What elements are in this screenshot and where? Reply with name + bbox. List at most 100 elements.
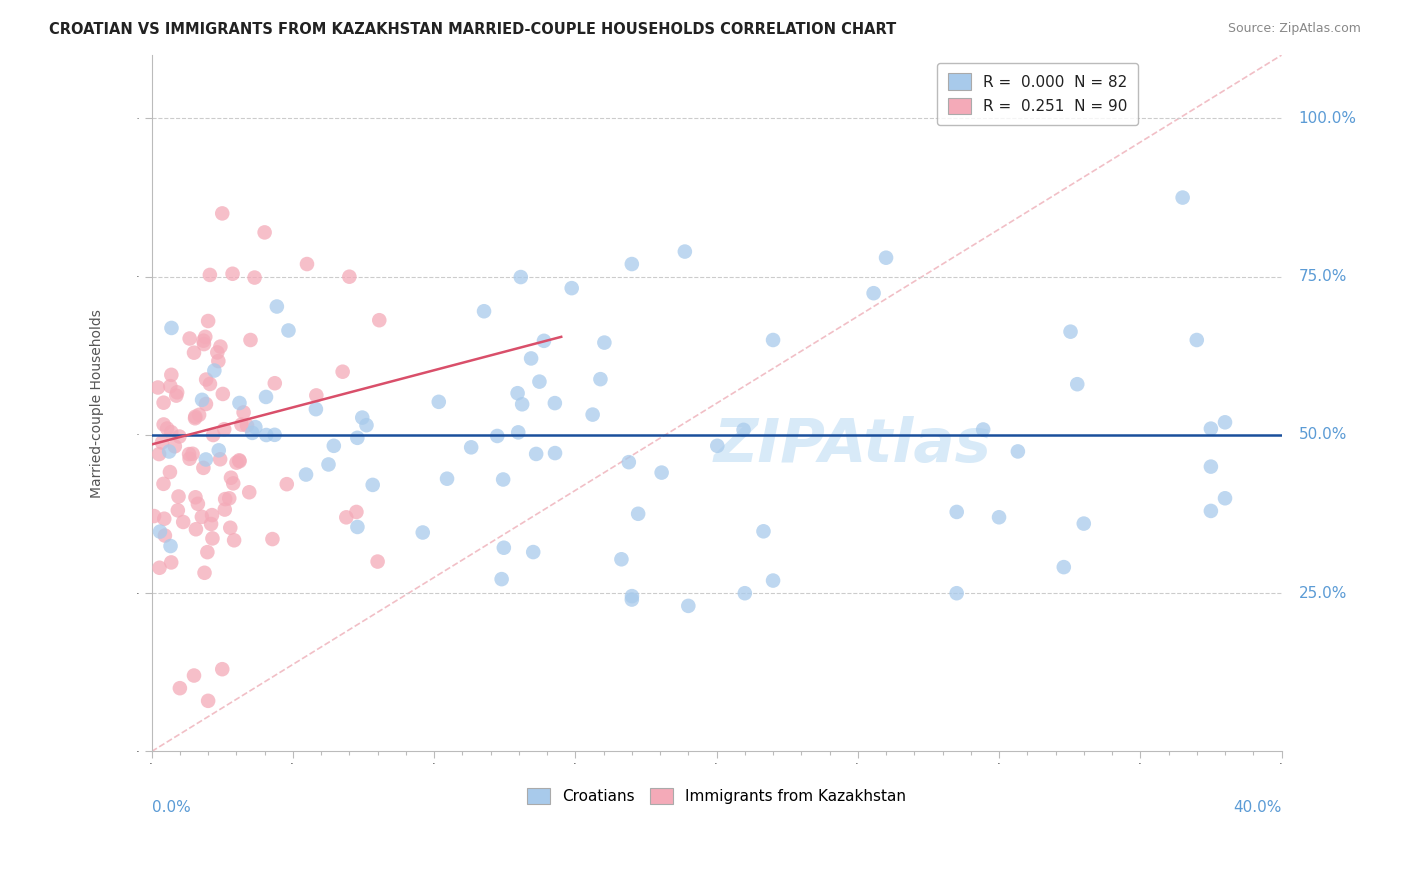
Point — [295, 257, 318, 271]
Point — [143, 509, 166, 524]
Point — [276, 477, 298, 491]
Point — [266, 300, 288, 314]
Point — [1007, 444, 1029, 458]
Point — [509, 270, 531, 285]
Point — [945, 586, 967, 600]
Point — [733, 423, 755, 437]
Point — [337, 269, 360, 284]
Point — [209, 340, 232, 354]
Point — [194, 452, 217, 467]
Point — [193, 337, 215, 351]
Text: 25.0%: 25.0% — [1299, 586, 1347, 600]
Point — [194, 397, 217, 411]
Point — [945, 505, 967, 519]
Point — [232, 405, 254, 419]
Point — [875, 251, 897, 265]
Point — [522, 545, 544, 559]
Point — [524, 447, 547, 461]
Point — [243, 270, 266, 285]
Point — [561, 281, 583, 295]
Point — [762, 333, 785, 347]
Point — [222, 476, 245, 491]
Text: 100.0%: 100.0% — [1299, 111, 1357, 126]
Point — [159, 379, 181, 393]
Point — [277, 323, 299, 337]
Text: 40.0%: 40.0% — [1233, 800, 1281, 815]
Point — [492, 473, 515, 487]
Text: 0.0%: 0.0% — [152, 800, 190, 815]
Point — [356, 418, 378, 433]
Point — [172, 515, 194, 529]
Point — [1199, 504, 1222, 518]
Point — [195, 372, 218, 386]
Point — [169, 429, 191, 443]
Point — [202, 428, 225, 442]
Point — [593, 335, 616, 350]
Text: 50.0%: 50.0% — [1299, 427, 1347, 442]
Point — [184, 522, 207, 536]
Point — [245, 420, 267, 434]
Point — [678, 599, 700, 613]
Point — [582, 408, 605, 422]
Point — [184, 411, 207, 425]
Point — [346, 431, 368, 445]
Point — [225, 456, 247, 470]
Point — [506, 386, 529, 401]
Point — [254, 428, 277, 442]
Point — [673, 244, 696, 259]
Point — [236, 418, 259, 433]
Point — [209, 452, 232, 467]
Point — [620, 589, 643, 603]
Point — [208, 443, 231, 458]
Point — [219, 521, 242, 535]
Point — [332, 365, 354, 379]
Point — [159, 465, 181, 479]
Point — [150, 435, 173, 450]
Point — [228, 396, 250, 410]
Point — [200, 516, 222, 531]
Point — [193, 461, 215, 475]
Point — [194, 330, 217, 344]
Point — [460, 440, 482, 454]
Point — [165, 389, 187, 403]
Point — [263, 427, 285, 442]
Point — [544, 396, 567, 410]
Point — [427, 394, 450, 409]
Text: CROATIAN VS IMMIGRANTS FROM KAZAKHSTAN MARRIED-COUPLE HOUSEHOLDS CORRELATION CHA: CROATIAN VS IMMIGRANTS FROM KAZAKHSTAN M… — [49, 22, 897, 37]
Point — [318, 458, 340, 472]
Point — [231, 417, 253, 432]
Point — [197, 694, 219, 708]
Point — [184, 490, 207, 504]
Point — [617, 455, 640, 469]
Point — [160, 556, 183, 570]
Point — [187, 497, 209, 511]
Point — [1185, 333, 1208, 347]
Point — [201, 508, 224, 522]
Point — [508, 425, 530, 440]
Text: Married-couple Households: Married-couple Households — [90, 309, 104, 498]
Point — [191, 509, 214, 524]
Point — [167, 490, 190, 504]
Point — [181, 447, 204, 461]
Point — [346, 505, 368, 519]
Point — [214, 491, 236, 506]
Point — [197, 314, 219, 328]
Point — [159, 539, 181, 553]
Point — [1059, 325, 1081, 339]
Point — [262, 532, 284, 546]
Point — [153, 528, 176, 542]
Point — [179, 451, 201, 466]
Point — [346, 520, 368, 534]
Point — [1053, 560, 1076, 574]
Point — [1171, 190, 1194, 204]
Point — [169, 681, 191, 695]
Point — [152, 417, 174, 432]
Point — [620, 592, 643, 607]
Text: Source: ZipAtlas.com: Source: ZipAtlas.com — [1227, 22, 1361, 36]
Point — [368, 313, 391, 327]
Point — [651, 466, 673, 480]
Point — [610, 552, 633, 566]
Point — [492, 541, 515, 555]
Point — [472, 304, 495, 318]
Point — [218, 491, 240, 506]
